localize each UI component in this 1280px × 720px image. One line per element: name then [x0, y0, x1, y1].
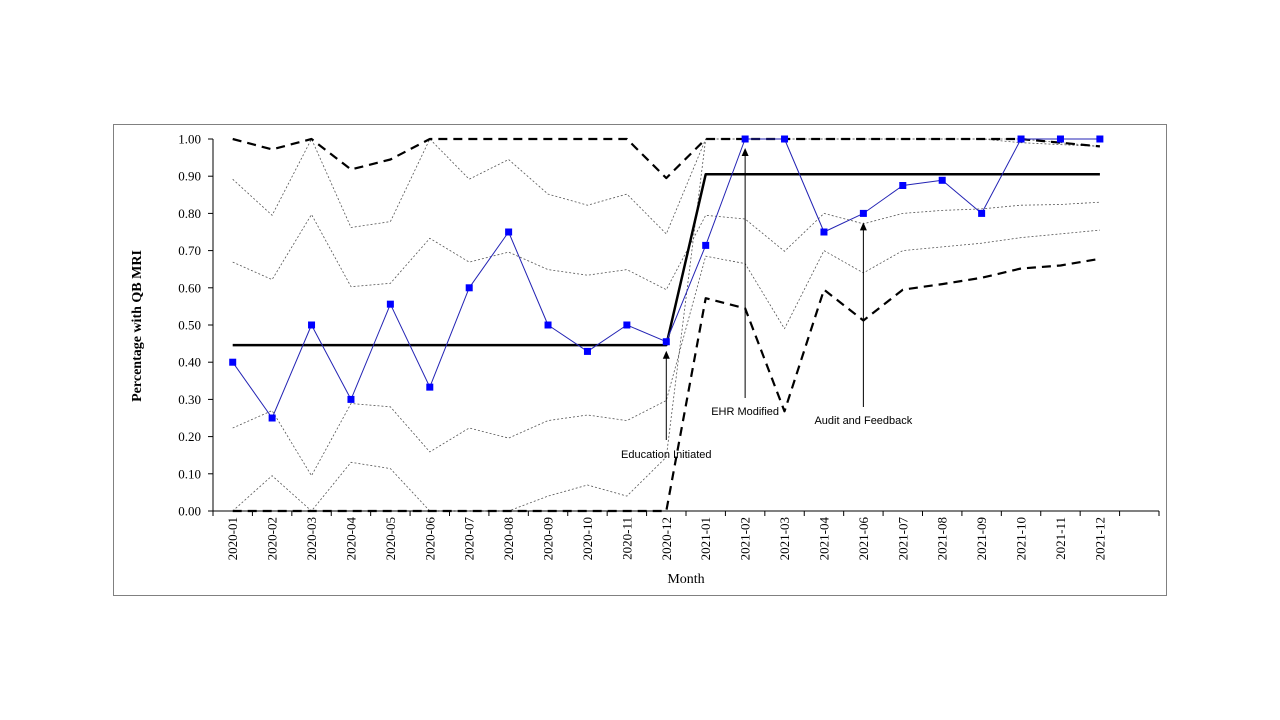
annotation-label: EHR Modified — [711, 406, 779, 418]
y-tick-label: 0.30 — [178, 392, 201, 407]
x-tick-label: 2021-02 — [738, 517, 753, 560]
data-point-marker — [938, 176, 946, 184]
data-point-marker — [623, 321, 631, 329]
x-tick-label: 2021-08 — [935, 517, 950, 560]
data-point-marker — [978, 209, 986, 217]
x-tick-label: 2020-08 — [501, 517, 516, 560]
x-tick-label: 2021-10 — [1014, 517, 1029, 560]
x-tick-label: 2021-09 — [974, 517, 989, 560]
data-point-marker — [426, 383, 434, 391]
x-tick-label: 2020-04 — [343, 517, 358, 561]
x-tick-label: 2021-01 — [698, 517, 713, 560]
x-tick-label: 2021-06 — [856, 517, 871, 561]
data-point-marker — [347, 395, 355, 403]
data-point-marker — [544, 321, 552, 329]
data-point-marker — [820, 228, 828, 236]
sigma-line-series-line — [232, 138, 1100, 512]
data-point-marker — [308, 321, 316, 329]
y-tick-label: 0.40 — [178, 355, 201, 370]
y-tick-label: 0.60 — [178, 280, 201, 295]
y-tick-label: 0.80 — [178, 206, 201, 221]
y-tick-label: 0.90 — [178, 169, 201, 184]
data-point-marker — [859, 209, 867, 217]
x-tick-label: 2020-11 — [619, 517, 634, 560]
y-tick-label: 0.70 — [178, 243, 201, 258]
annotations-layer: Education Initiated EHR Modified Audit and… — [621, 148, 913, 461]
data-point-marker — [465, 284, 473, 292]
control-limit-series-line — [232, 137, 1101, 180]
data-point-marker — [583, 347, 591, 355]
data-point-marker — [1056, 135, 1064, 143]
data-point-marker — [505, 228, 513, 236]
x-tick-label: 2020-12 — [659, 517, 674, 560]
y-tick-label: 0.00 — [178, 504, 201, 519]
x-tick-label: 2021-12 — [1092, 517, 1107, 560]
control-limit-series-line — [232, 257, 1101, 513]
series-layer — [229, 135, 1104, 513]
y-tick-label: 0.10 — [178, 466, 201, 481]
data-point-marker — [702, 241, 710, 249]
data-point-marker — [386, 300, 394, 308]
axes: 0.00 0.10 0.20 0.30 0.40 0.50 0.60 0.70 0.80 0.90… — [178, 132, 1160, 561]
data-point-marker — [899, 182, 907, 189]
data-point-marker — [781, 135, 789, 143]
data-point-marker — [662, 338, 670, 346]
x-tick-label: 2020-09 — [541, 517, 556, 560]
x-tick-label: 2020-02 — [265, 517, 280, 560]
x-axis-title: Month — [667, 572, 704, 587]
x-tick-label: 2020-05 — [383, 517, 398, 560]
y-tick-label: 0.50 — [178, 318, 201, 333]
annotation-label: Education Initiated — [621, 449, 712, 461]
x-tick-label: 2021-04 — [816, 517, 831, 561]
data-point-marker — [268, 414, 276, 422]
x-tick-label: 2021-03 — [777, 517, 792, 560]
data-point-marker — [741, 135, 749, 143]
x-tick-label: 2020-06 — [422, 517, 437, 561]
chart-area-border — [113, 124, 1167, 596]
y-axis-title: Percentage with QB MRI — [130, 250, 145, 402]
x-tick-label: 2020-10 — [580, 517, 595, 560]
annotation-arrow-head — [859, 222, 867, 231]
x-tick-label: 2020-07 — [462, 517, 477, 561]
data-point-marker — [229, 358, 237, 366]
y-tick-label: 1.00 — [178, 132, 201, 147]
annotation-label: Audit and Feedback — [814, 415, 912, 427]
annotation-arrow-head — [741, 148, 749, 156]
annotation-arrow-head — [662, 350, 670, 359]
data-point-marker — [1096, 135, 1104, 143]
x-tick-label: 2020-03 — [304, 517, 319, 560]
y-tick-label: 0.20 — [178, 429, 201, 444]
x-tick-label: 2021-11 — [1053, 517, 1068, 560]
x-tick-label: 2021-07 — [895, 517, 910, 561]
x-tick-label: 2020-01 — [225, 517, 240, 560]
data-point-marker — [1017, 135, 1025, 143]
